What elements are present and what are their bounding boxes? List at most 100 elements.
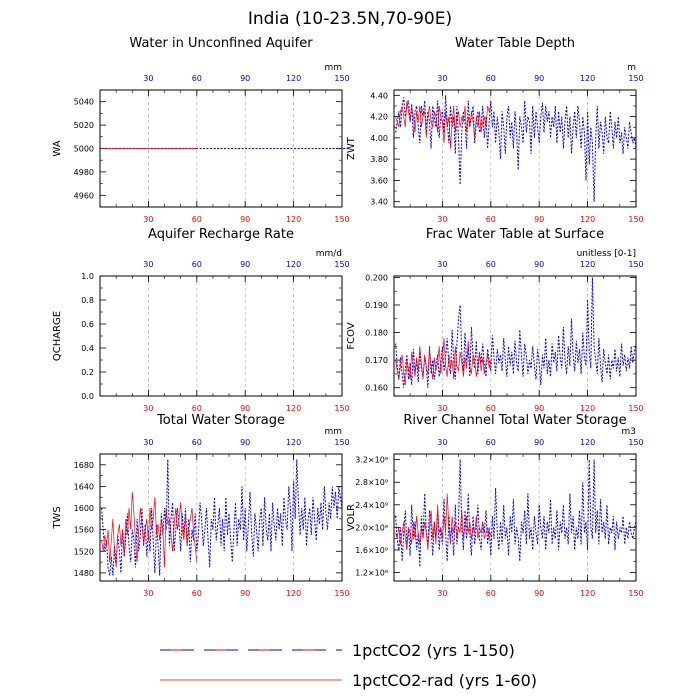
panel-1-x-tick-label-top: 120 [286, 74, 301, 83]
panel-5-x-tick-label-bottom: 30 [143, 589, 153, 598]
panel-2-y-tick-label: 3.40 [370, 198, 388, 207]
panel-3-x-tick-label-top: 60 [192, 260, 202, 269]
panel-4-x-tick-label-top: 60 [486, 260, 496, 269]
panel-5-y-tick-label: 1520 [74, 547, 94, 556]
panel-2-title: Water Table Depth [455, 36, 575, 51]
panel-4-x-tick-label-bottom: 150 [628, 404, 643, 413]
panel-5-x-tick-label-top: 30 [143, 438, 153, 447]
panel-4-unit: unitless [0-1] [577, 249, 636, 259]
panel-6-x-tick-label-top: 60 [486, 438, 496, 447]
panel-1-x-tick-label-bottom: 90 [240, 215, 250, 224]
panel-5-y-tick-label: 1480 [74, 569, 94, 578]
panel-3-x-tick-label-bottom: 150 [334, 404, 349, 413]
panel-3-y-tick-label: 0.6 [81, 320, 94, 329]
panel-1-y-tick-label: 4980 [74, 168, 94, 177]
panel-4-ylabel: FCOV [346, 322, 357, 349]
panel-3-x-tick-label-bottom: 90 [240, 404, 250, 413]
panel-5-x-tick-label-top: 150 [334, 438, 349, 447]
panel-6-x-tick-label-bottom: 30 [437, 589, 447, 598]
panel-1-y-tick-label: 5000 [74, 145, 94, 154]
panel-6-series-1pctCO2 [395, 459, 637, 567]
panel-2-x-tick-label-top: 90 [534, 74, 544, 83]
panel-6-y-tick-label: 1.2×10⁹ [355, 569, 388, 578]
panel-6-unit: m3 [622, 427, 637, 437]
panel-4-x-tick-label-bottom: 60 [486, 404, 496, 413]
panel-6-y-tick-label: 2.4×10⁹ [355, 501, 388, 510]
panel-6-x-tick-label-bottom: 150 [628, 589, 643, 598]
panel-4-y-tick-label: 0.200 [365, 273, 388, 282]
panel-6-x-tick-label-bottom: 90 [534, 589, 544, 598]
panel-5-title: Total Water Storage [156, 413, 285, 428]
panel-1-x-tick-label-bottom: 60 [192, 215, 202, 224]
panel-1-x-tick-label-top: 150 [334, 74, 349, 83]
panel-1-x-tick-label-top: 90 [240, 74, 250, 83]
panel-4-series-1pctCO2 [395, 277, 637, 388]
panel-4-y-tick-label: 0.180 [365, 329, 388, 338]
panel-4-frame [393, 275, 637, 397]
panel-6-y-tick-label: 2.0×10⁹ [355, 523, 388, 532]
panel-5-x-tick-label-top: 90 [240, 438, 250, 447]
panel-4-y-tick-label: 0.170 [365, 356, 388, 365]
panel-1-y-tick-label: 5020 [74, 121, 94, 130]
panel-3-x-tick-label-top: 30 [143, 260, 153, 269]
panel-6-title: River Channel Total Water Storage [403, 413, 626, 428]
panel-5-unit: mm [324, 427, 342, 437]
panel-2-series-1pctCO2-rad [395, 100, 492, 149]
panel-6-x-tick-label-top: 90 [534, 438, 544, 447]
panel-2-x-tick-label-bottom: 120 [580, 215, 595, 224]
panel-5-x-tick-label-bottom: 150 [334, 589, 349, 598]
panel-3-x-tick-label-top: 120 [286, 260, 301, 269]
panel-2-x-tick-label-bottom: 60 [486, 215, 496, 224]
panel-1-y-tick-label: 4960 [74, 191, 94, 200]
panel-1-x-tick-label-bottom: 150 [334, 215, 349, 224]
panel-6-x-tick-label-top: 120 [580, 438, 595, 447]
panel-6-y-tick-label: 1.6×10⁹ [355, 546, 388, 555]
panel-2-frame [393, 89, 637, 208]
panel-6-x-tick-label-bottom: 120 [580, 589, 595, 598]
panel-5-y-tick-label: 1640 [74, 482, 94, 491]
panel-4-title: Frac Water Table at Surface [426, 227, 604, 242]
page-title: India (10-23.5N,70-90E) [247, 9, 453, 29]
panel-2-unit: m [627, 63, 636, 73]
panel-5-ylabel: TWS [52, 506, 63, 529]
panel-2-x-tick-label-top: 30 [437, 74, 447, 83]
panel-3-x-tick-label-top: 90 [240, 260, 250, 269]
panel-3-ylabel: QCHARGE [52, 311, 63, 361]
panel-2-x-tick-label-bottom: 150 [628, 215, 643, 224]
panel-6-series-1pctCO2-rad [395, 493, 492, 551]
panel-4-x-tick-label-top: 90 [534, 260, 544, 269]
panel-3-y-tick-label: 0.8 [81, 296, 94, 305]
panel-5-y-tick-label: 1680 [74, 461, 94, 470]
panel-3-y-tick-label: 0.0 [81, 392, 94, 401]
panel-5-x-tick-label-top: 120 [286, 438, 301, 447]
panel-5-x-tick-label-top: 60 [192, 438, 202, 447]
panel-5-x-tick-label-bottom: 60 [192, 589, 202, 598]
panel-2-series-1pctCO2 [395, 95, 637, 202]
panel-3-unit: mm/d [316, 249, 342, 259]
panel-5-y-tick-label: 1600 [74, 504, 94, 513]
panel-3-x-tick-label-bottom: 120 [286, 404, 301, 413]
panel-1-unit: mm [324, 63, 342, 73]
panel-6-ylabel: VOLR [346, 504, 357, 531]
panel-2-x-tick-label-bottom: 90 [534, 215, 544, 224]
panel-3-x-tick-label-bottom: 60 [192, 404, 202, 413]
legend-label-1: 1pctCO2 (yrs 1-150) [352, 641, 515, 660]
panel-4-x-tick-label-bottom: 120 [580, 404, 595, 413]
panel-3-frame [99, 275, 343, 397]
panel-3-y-tick-label: 0.4 [81, 344, 94, 353]
panel-1-x-tick-label-bottom: 120 [286, 215, 301, 224]
panel-1-title: Water in Unconfined Aquifer [129, 36, 313, 51]
panel-2-ylabel: ZWT [346, 136, 357, 160]
panel-2-x-tick-label-top: 150 [628, 74, 643, 83]
panel-5-series-1pctCO2 [101, 459, 343, 576]
panel-6-y-tick-label: 2.8×10⁹ [355, 478, 388, 487]
panel-6-frame [393, 453, 637, 582]
panel-6-x-tick-label-bottom: 60 [486, 589, 496, 598]
panel-1-ylabel: WA [52, 140, 63, 156]
panel-3-x-tick-label-top: 150 [334, 260, 349, 269]
panel-4-x-tick-label-top: 150 [628, 260, 643, 269]
panel-3-y-tick-label: 1.0 [81, 272, 94, 281]
panel-2-y-tick-label: 4.20 [370, 113, 388, 122]
panel-4-y-tick-label: 0.160 [365, 384, 388, 393]
